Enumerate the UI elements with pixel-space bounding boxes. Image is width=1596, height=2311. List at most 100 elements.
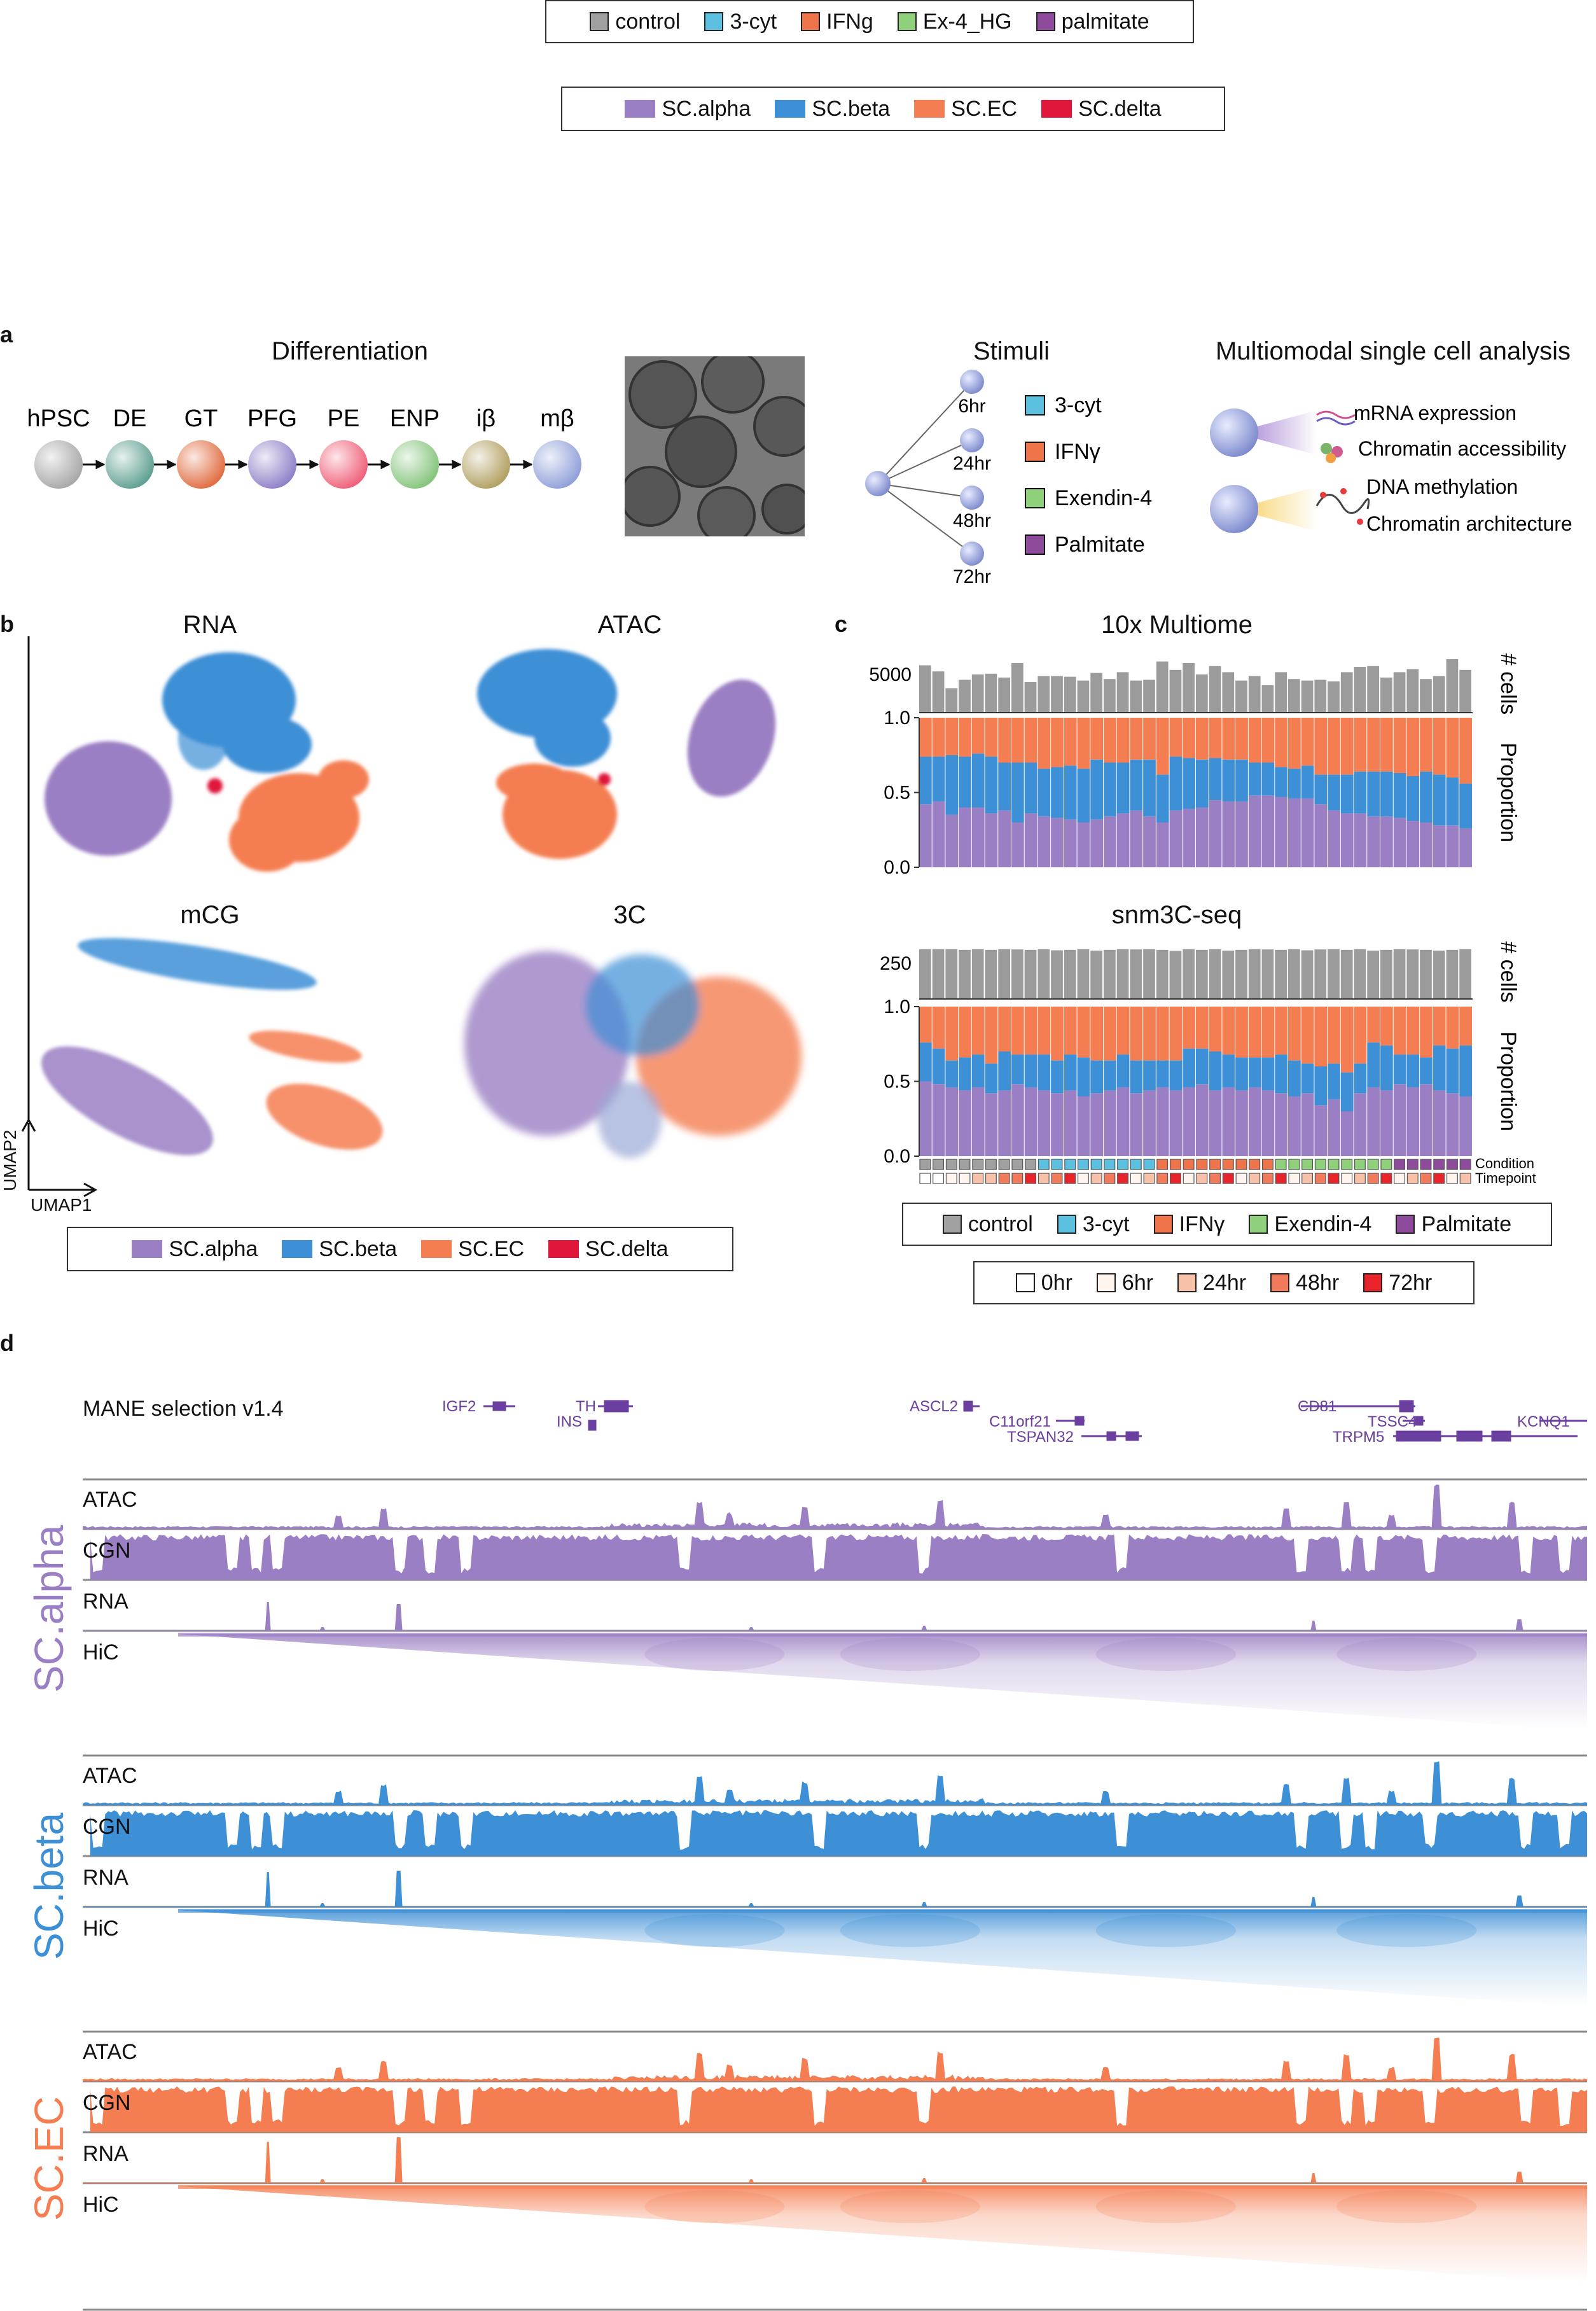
legend-swatch bbox=[1096, 1273, 1116, 1292]
legend-swatch bbox=[704, 12, 724, 31]
proportion-bar-sc-beta bbox=[1077, 1057, 1090, 1096]
umap-axis-x: UMAP1 bbox=[31, 1195, 92, 1215]
proportion-bar-sc-alpha bbox=[959, 807, 971, 867]
proportion-bar-sc-ec bbox=[1393, 718, 1406, 773]
timepoint-cell bbox=[959, 1173, 971, 1184]
proportion-bar-sc-beta bbox=[932, 757, 945, 802]
proportion-bar-sc-alpha bbox=[1051, 818, 1064, 867]
condition-cell bbox=[1222, 1159, 1234, 1170]
proportion-bar-sc-alpha bbox=[932, 1084, 945, 1156]
proportion-bar-sc-ec bbox=[1314, 1007, 1328, 1066]
condition-cell bbox=[1301, 1159, 1314, 1170]
row-label-timepoint: Timepoint bbox=[1475, 1170, 1536, 1186]
gene-annotation-track: IGF2 TH INS ASCL2 C11orf21 TSPAN32 CD81 … bbox=[442, 1398, 1587, 1446]
count-bar bbox=[998, 949, 1010, 999]
count-bar bbox=[1235, 949, 1247, 999]
proportion-bar-sc-alpha bbox=[1367, 816, 1380, 867]
count-bar bbox=[919, 665, 931, 713]
proportion-bar-sc-alpha bbox=[1314, 1105, 1328, 1156]
proportion-bar-sc-beta bbox=[998, 1051, 1011, 1091]
count-bar bbox=[1143, 949, 1155, 999]
proportion-bar-sc-alpha bbox=[1077, 1096, 1090, 1156]
count-bar bbox=[1354, 667, 1366, 713]
track-label-rna: RNA bbox=[83, 2142, 128, 2166]
timepoint-cell bbox=[1367, 1173, 1379, 1184]
count-bar bbox=[1340, 949, 1353, 999]
proportion-bar-sc-ec bbox=[971, 718, 985, 754]
condition-cell bbox=[919, 1159, 931, 1170]
proportion-bar-sc-ec bbox=[1354, 718, 1367, 772]
count-bar bbox=[971, 949, 984, 999]
condition-cell bbox=[1143, 1159, 1155, 1170]
umap-mcg bbox=[41, 938, 383, 1156]
legend-item-sc-delta: SC.delta bbox=[548, 1237, 669, 1262]
proportion-bar-sc-ec bbox=[1261, 718, 1275, 763]
count-bar bbox=[1077, 680, 1090, 713]
legend-item-24hr: 24hr bbox=[1177, 1271, 1246, 1295]
proportion-bar-sc-ec bbox=[1011, 1007, 1024, 1055]
celltype-legend-top: SC.alpha SC.beta SC.EC SC.delta bbox=[561, 87, 1225, 131]
proportion-bar-sc-ec bbox=[1459, 718, 1472, 784]
count-bar bbox=[1209, 666, 1221, 713]
legend-swatch bbox=[914, 100, 945, 118]
timepoint-cell bbox=[1090, 1173, 1102, 1184]
proportion-bar-sc-beta bbox=[1420, 1057, 1433, 1085]
count-bar bbox=[1328, 949, 1340, 999]
proportion-bar-sc-ec bbox=[1037, 718, 1051, 769]
y-tick-label: 0.0 bbox=[884, 1146, 910, 1167]
track-label-hic: HiC bbox=[83, 1917, 119, 1941]
proportion-bar-sc-beta bbox=[959, 1057, 971, 1091]
proportion-bar-sc-beta bbox=[1024, 1054, 1037, 1087]
proportion-bar-sc-ec bbox=[985, 718, 998, 757]
proportion-bar-sc-beta bbox=[945, 1060, 959, 1087]
count-bar bbox=[1196, 674, 1208, 713]
proportion-bar-sc-alpha bbox=[1446, 1093, 1459, 1156]
timepoint-cell bbox=[1222, 1173, 1234, 1184]
count-bar bbox=[1459, 949, 1471, 999]
timepoint-cell bbox=[1446, 1173, 1458, 1184]
proportion-bar-sc-alpha bbox=[1301, 798, 1314, 867]
count-bar bbox=[1037, 676, 1050, 713]
proportion-bar-sc-ec bbox=[1183, 1007, 1195, 1049]
timepoint-cell bbox=[1025, 1173, 1037, 1184]
proportion-bar-sc-beta bbox=[1064, 765, 1077, 820]
track-label-cgn: CGN bbox=[83, 2091, 131, 2115]
count-bar bbox=[1248, 949, 1261, 999]
proportion-bar-sc-alpha bbox=[1328, 1099, 1340, 1156]
proportion-bar-sc-beta bbox=[971, 1054, 985, 1087]
proportion-bar-sc-beta bbox=[1116, 1054, 1130, 1087]
count-bar bbox=[1116, 949, 1129, 999]
proportion-bar-sc-alpha bbox=[1433, 1090, 1446, 1156]
proportion-bar-sc-ec bbox=[1143, 1007, 1156, 1061]
proportion-bar-sc-beta bbox=[1037, 768, 1051, 817]
count-bar bbox=[1433, 676, 1445, 713]
timepoint-cell bbox=[1328, 1173, 1340, 1184]
proportion-bar-sc-beta bbox=[1222, 1054, 1235, 1087]
proportion-bar-sc-ec bbox=[1235, 718, 1248, 760]
legend-item-48hr: 48hr bbox=[1270, 1271, 1339, 1295]
count-bar bbox=[1169, 951, 1182, 999]
count-bar bbox=[1301, 680, 1314, 713]
mrna-icon bbox=[1316, 410, 1356, 419]
timepoint-cell bbox=[1249, 1173, 1261, 1184]
legend-item-sc-alpha: SC.alpha bbox=[625, 97, 751, 122]
proportion-bar-sc-ec bbox=[1077, 1007, 1090, 1058]
condition-cell bbox=[1037, 1159, 1050, 1170]
timepoint-cell bbox=[1459, 1173, 1471, 1184]
proportion-bar-sc-ec bbox=[1248, 718, 1261, 763]
proportion-bar-sc-ec bbox=[1143, 718, 1156, 760]
count-bar bbox=[959, 680, 971, 713]
composition-chart: 5000 # cells 0.0 0.5 1.0 Proportion 250 # cells… bbox=[869, 653, 1536, 1186]
modality-label: mRNA expression bbox=[1354, 401, 1516, 424]
timepoint-cell bbox=[1037, 1173, 1050, 1184]
timepoint-cell bbox=[1169, 1173, 1181, 1184]
proportion-bar-sc-alpha bbox=[1011, 822, 1024, 867]
proportion-bar-sc-beta bbox=[1314, 774, 1328, 805]
umap-rna bbox=[45, 652, 369, 872]
hic-heatmap bbox=[178, 1909, 1587, 2007]
condition-cell bbox=[1328, 1159, 1340, 1170]
count-bar bbox=[1406, 949, 1419, 999]
timepoint-cell bbox=[1433, 1173, 1445, 1184]
proportion-bar-sc-ec bbox=[1301, 718, 1314, 766]
stage-node: ENP bbox=[390, 405, 440, 489]
